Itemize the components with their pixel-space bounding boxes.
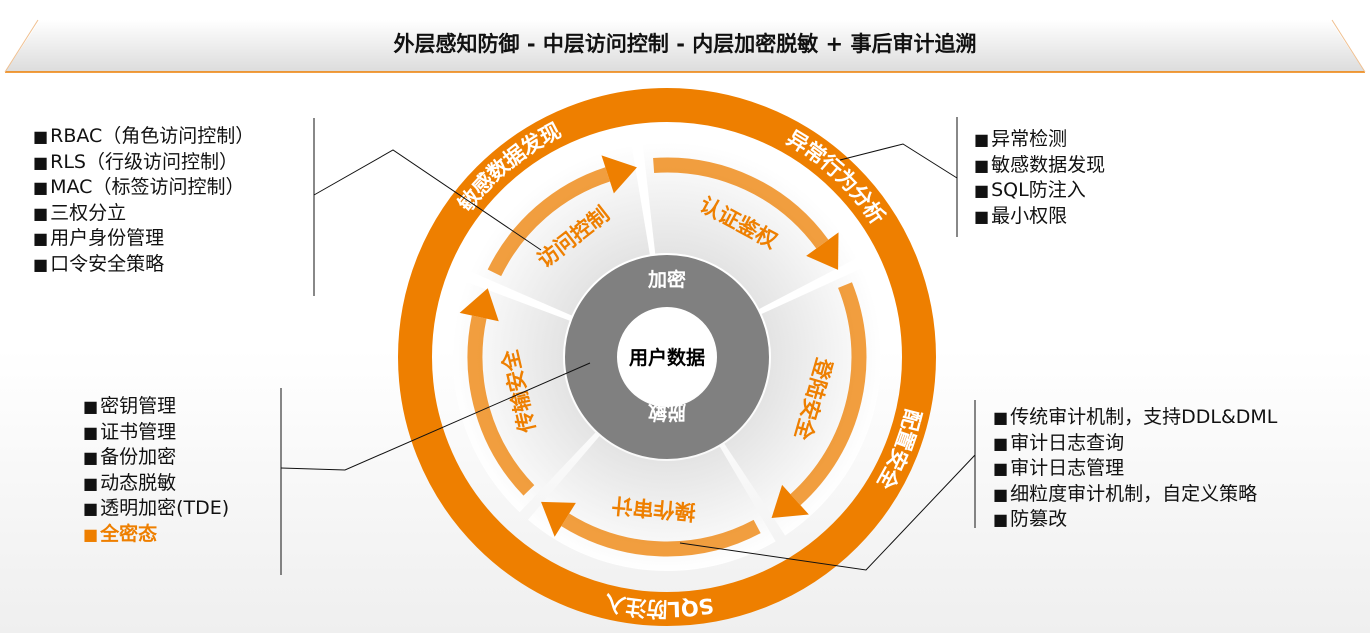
encryption-ring: [565, 255, 769, 459]
list-item: 细粒度审计机制，自定义策略: [993, 482, 1277, 508]
list-item: 审计日志管理: [993, 456, 1277, 482]
list-perception: 异常检测 敏感数据发现 SQL防注入 最小权限: [974, 127, 1105, 229]
callout-line-audit: [679, 454, 976, 571]
callout-line-access: [313, 149, 542, 251]
list-item: 用户身份管理: [33, 226, 254, 252]
flow-arrow-shaft: [561, 513, 761, 557]
list-item-highlight: 全密态: [83, 522, 229, 548]
flow-arrow-head-icon: [806, 232, 839, 270]
flow-arrow-shaft: [653, 157, 829, 249]
list-item: 防篡改: [993, 507, 1277, 533]
inner-ring-label-encrypt: 加密: [647, 268, 686, 291]
center-label: 用户数据: [629, 346, 705, 369]
flow-arrow-head-icon: [459, 288, 499, 322]
list-item: 最小权限: [974, 204, 1105, 230]
flow-arrow-head-icon: [541, 501, 576, 537]
outer-ring: [398, 88, 936, 626]
list-item: 传统审计机制，支持DDL&DML: [993, 405, 1277, 431]
header-edge-right: [1331, 19, 1366, 73]
user-data-core: [618, 308, 716, 406]
list-access-control: RBAC（角色访问控制） RLS（行级访问控制） MAC（标签访问控制） 三权分…: [33, 124, 254, 277]
segment-wedge: [452, 282, 596, 513]
list-item: 密钥管理: [83, 394, 229, 420]
header-edge-left: [4, 19, 39, 73]
flow-arrow-shaft: [790, 282, 867, 506]
segment-wedge: [470, 145, 650, 316]
list-item: 异常检测: [974, 127, 1105, 153]
list-item: 三权分立: [33, 201, 254, 227]
inner-ring-label-mask: 脱敏: [648, 401, 686, 424]
segment-wedge: [724, 268, 881, 536]
list-item: 口令安全策略: [33, 252, 254, 278]
list-item: 动态脱敏: [83, 471, 229, 497]
list-item: RBAC（角色访问控制）: [33, 124, 254, 150]
list-item: 审计日志查询: [993, 431, 1277, 457]
list-item: RLS（行级访问控制）: [33, 150, 254, 176]
list-item: 敏感数据发现: [974, 153, 1105, 179]
flow-arrow-head-icon: [771, 484, 809, 519]
flow-arrow-shaft: [487, 167, 611, 277]
list-item: 透明加密(TDE): [83, 496, 229, 522]
list-encryption: 密钥管理 证书管理 备份加密 动态脱敏 透明加密(TDE) 全密态: [83, 394, 229, 547]
list-audit: 传统审计机制，支持DDL&DML 审计日志查询 审计日志管理 细粒度审计机制，自…: [993, 405, 1277, 533]
callout-line-encryption: [280, 362, 591, 471]
list-item: MAC（标签访问控制）: [33, 175, 254, 201]
flow-arrow-head-icon: [601, 155, 637, 194]
list-item: SQL防注入: [974, 178, 1105, 204]
header-banner: [5, 20, 1365, 72]
list-item: 备份加密: [83, 445, 229, 471]
callout-line-perception: [839, 143, 958, 179]
segment-wedge: [642, 143, 857, 309]
list-item: 证书管理: [83, 420, 229, 446]
page-title: 外层感知防御 - 中层访问控制 - 内层加密脱敏 + 事后审计追溯: [393, 32, 977, 56]
